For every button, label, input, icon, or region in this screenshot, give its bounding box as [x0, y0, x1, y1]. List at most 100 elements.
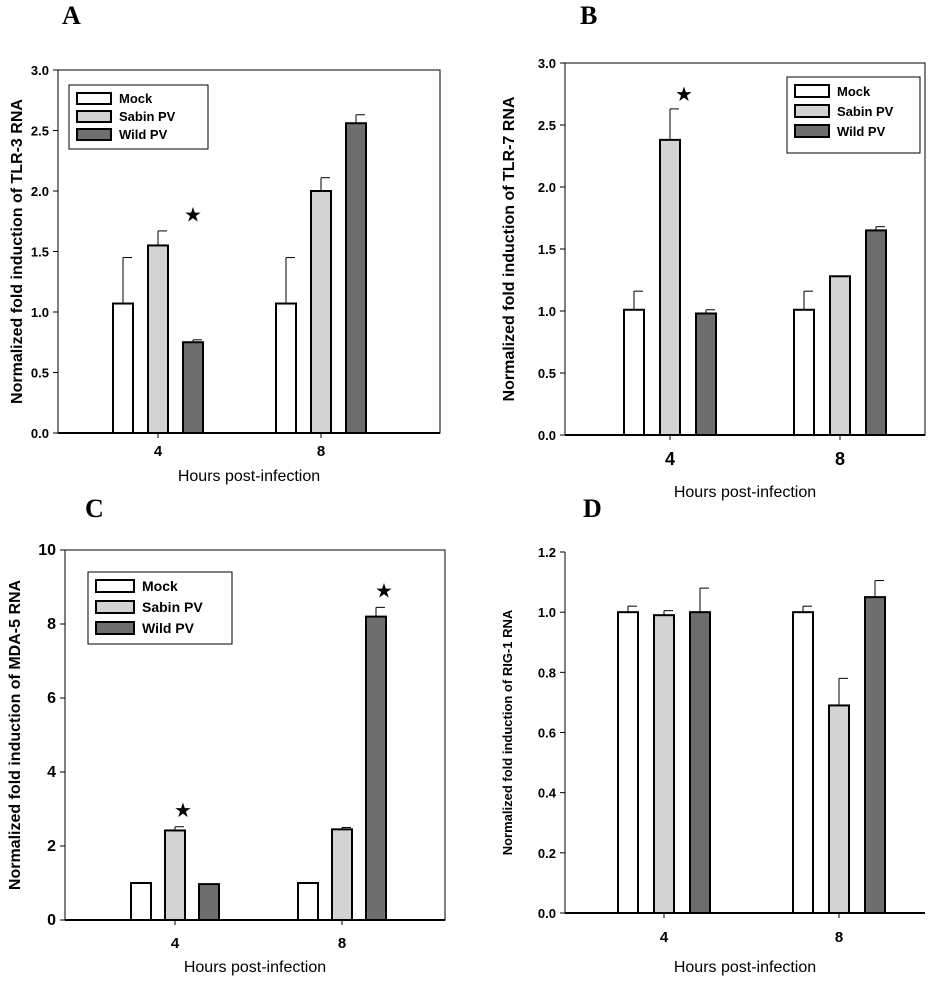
y-axis-label: Normalized fold induction of MDA-5 RNA [7, 579, 24, 890]
y-tick-label: 2 [47, 838, 56, 855]
panel-letter: C [85, 494, 104, 523]
y-tick-label: 0.0 [538, 906, 556, 921]
legend-swatch [794, 84, 830, 98]
bar-sabin-pv [659, 138, 681, 436]
bar-mock [793, 308, 815, 437]
bar-mock [617, 611, 639, 915]
legend-label: Mock [142, 578, 178, 594]
bar-sabin-pv [829, 275, 851, 436]
y-tick-label: 1.5 [31, 245, 49, 260]
y-tick-label: 3.0 [538, 56, 556, 71]
y-tick-label: 0.6 [538, 726, 556, 741]
y-tick-label: 1.0 [538, 605, 556, 620]
legend-swatch [95, 621, 135, 635]
panel-a: A 0.0 0.5 1.0 1.5 2.0 2.5 3.0 4 8 ★ Hours post-infe… [9, 1, 441, 485]
y-tick-label: 6 [47, 690, 56, 707]
legend-label: Mock [837, 84, 871, 99]
x-tick-label: 4 [660, 929, 669, 946]
significance-star: ★ [375, 578, 393, 602]
y-tick-label: 3.0 [31, 63, 49, 78]
legend-swatch [794, 124, 830, 138]
x-tick-label: 4 [171, 935, 180, 952]
bar-mock [623, 308, 645, 437]
bar-mock [792, 611, 814, 915]
y-tick-label: 2.0 [538, 180, 556, 195]
bar-sabin-pv [653, 614, 675, 914]
bar-sabin-pv [310, 190, 332, 434]
significance-star: ★ [184, 202, 202, 226]
legend-label: Wild PV [119, 127, 168, 142]
bar-sabin-pv [164, 829, 186, 922]
bar-wild-pv [198, 883, 220, 921]
panel-letter: A [62, 1, 81, 30]
legend-swatch [76, 92, 112, 105]
legend-swatch [95, 579, 135, 593]
bar-mock [275, 302, 297, 434]
legend-swatch [794, 104, 830, 118]
legend-swatch [76, 110, 112, 123]
y-tick-label: 1.0 [31, 305, 49, 320]
y-tick-label: 10 [38, 542, 56, 559]
y-tick-label: 0.5 [31, 366, 49, 381]
y-axis-label: Normalized fold induction of TLR-3 RNA [9, 99, 26, 404]
y-axis-label: Normalized fold induction of RIG-1 RNA [500, 609, 515, 855]
legend-label: Sabin PV [837, 104, 894, 119]
y-tick-label: 1.2 [538, 545, 556, 560]
legend-label: Wild PV [142, 620, 195, 636]
x-tick-label: 8 [317, 443, 325, 460]
legend: Mock Sabin PV Wild PV [786, 76, 921, 154]
y-tick-label: 0.4 [538, 786, 557, 801]
bar-wild-pv [865, 229, 887, 436]
bar-sabin-pv [331, 828, 353, 921]
panel-b: B 0.0 0.5 1.0 1.5 2.0 2.5 3.0 4 8 ★ Hours post-infe… [501, 1, 926, 501]
x-axis-label: Hours post-infection [178, 468, 320, 485]
y-tick-label: 1.5 [538, 242, 556, 257]
bar-wild-pv [695, 312, 717, 437]
legend-swatch [76, 128, 112, 141]
bar-mock [297, 882, 319, 921]
bar-wild-pv [182, 341, 204, 434]
y-tick-label: 0.2 [538, 846, 556, 861]
legend: Mock Sabin PV Wild PV [87, 571, 233, 645]
legend-label: Wild PV [837, 124, 886, 139]
panel-d: D 0.0 0.2 0.4 0.6 0.8 1.0 1.2 4 8 Hours post-infec… [500, 494, 925, 976]
bar-wild-pv [689, 611, 711, 915]
y-tick-label: 0.5 [538, 366, 556, 381]
x-tick-label: 8 [835, 929, 843, 946]
y-tick-label: 4 [47, 764, 56, 781]
bar-wild-pv [345, 122, 367, 435]
y-tick-label: 0.0 [538, 428, 556, 443]
y-axis-label: Normalized fold induction of TLR-7 RNA [501, 96, 518, 401]
legend-swatch [95, 600, 135, 614]
bar-sabin-pv [828, 704, 850, 914]
x-tick-label: 4 [154, 443, 163, 460]
legend-label: Mock [119, 91, 153, 106]
y-tick-label: 0.8 [538, 665, 556, 680]
y-tick-label: 8 [47, 616, 56, 633]
y-tick-label: 2.5 [538, 118, 556, 133]
x-tick-label: 4 [665, 449, 675, 469]
bar-wild-pv [864, 596, 886, 914]
y-tick-label: 2.5 [31, 124, 49, 139]
x-axis-label: Hours post-infection [674, 484, 816, 501]
panel-letter: D [583, 494, 602, 523]
x-tick-label: 8 [835, 449, 845, 469]
x-axis-label: Hours post-infection [674, 959, 816, 976]
y-tick-label: 2.0 [31, 184, 49, 199]
y-tick-label: 1.0 [538, 304, 556, 319]
bar-mock [112, 302, 134, 434]
bar-sabin-pv [147, 244, 169, 434]
legend: Mock Sabin PV Wild PV [68, 84, 209, 150]
bar-mock [130, 882, 152, 921]
bar-wild-pv [365, 615, 387, 921]
significance-star: ★ [174, 798, 192, 822]
panel-letter: B [580, 1, 597, 30]
significance-star: ★ [675, 82, 693, 106]
x-tick-label: 8 [338, 935, 346, 952]
legend-label: Sabin PV [119, 109, 176, 124]
x-axis-label: Hours post-infection [184, 959, 326, 976]
y-tick-label: 0.0 [31, 426, 49, 441]
panel-c: C 0 2 4 6 8 10 4 8 ★ ★ Hours post-infection Normaliz… [7, 494, 446, 976]
y-tick-label: 0 [47, 912, 56, 929]
